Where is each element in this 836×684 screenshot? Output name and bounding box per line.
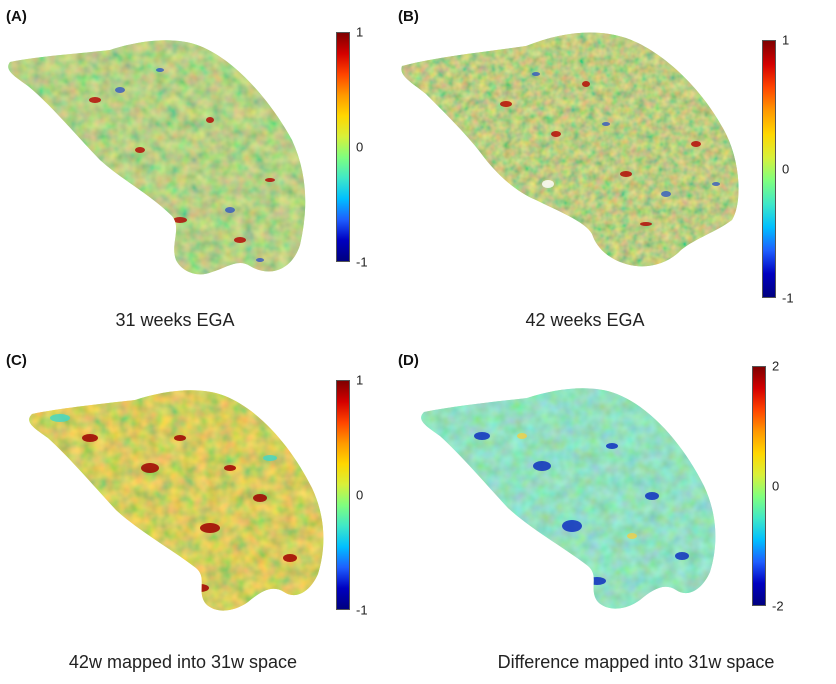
panel-label-d: (D) xyxy=(398,352,419,369)
colorbar-gradient xyxy=(336,380,350,610)
colorbar-gradient xyxy=(762,40,776,298)
colorbar-gradient xyxy=(336,32,350,262)
caption-c: 42w mapped into 31w space xyxy=(68,652,298,672)
panel-label-a: (A) xyxy=(6,8,27,25)
brain-surface-map-c xyxy=(29,390,324,611)
colorbar-max-label: 1 xyxy=(356,372,364,388)
colorbar-min-label: -1 xyxy=(356,254,368,270)
brain-surface-map-b xyxy=(401,32,739,267)
caption-a: 31 weeks EGA xyxy=(115,310,235,330)
colorbar-gradient xyxy=(752,366,766,606)
colorbar-mid-label: 0 xyxy=(772,478,780,494)
caption-b: 42 weeks EGA xyxy=(525,310,645,330)
colorbar-mid-label: 0 xyxy=(356,487,364,503)
colorbar-max-label: 1 xyxy=(782,32,790,48)
panel-label-c: (C) xyxy=(6,352,27,369)
brain-surface-map-a xyxy=(8,40,306,275)
colorbar-max-label: 1 xyxy=(356,24,364,40)
colorbar-min-label: -2 xyxy=(772,598,784,614)
colorbar-mid-label: 0 xyxy=(782,161,790,177)
colorbar-mid-label: 0 xyxy=(356,139,364,155)
caption-d: Difference mapped into 31w space xyxy=(497,652,775,672)
brain-surface-map-d xyxy=(421,388,716,609)
colorbar-min-label: -1 xyxy=(356,602,368,618)
colorbar-min-label: -1 xyxy=(782,290,794,306)
colorbar-max-label: 2 xyxy=(772,358,780,374)
panel-label-b: (B) xyxy=(398,8,419,25)
